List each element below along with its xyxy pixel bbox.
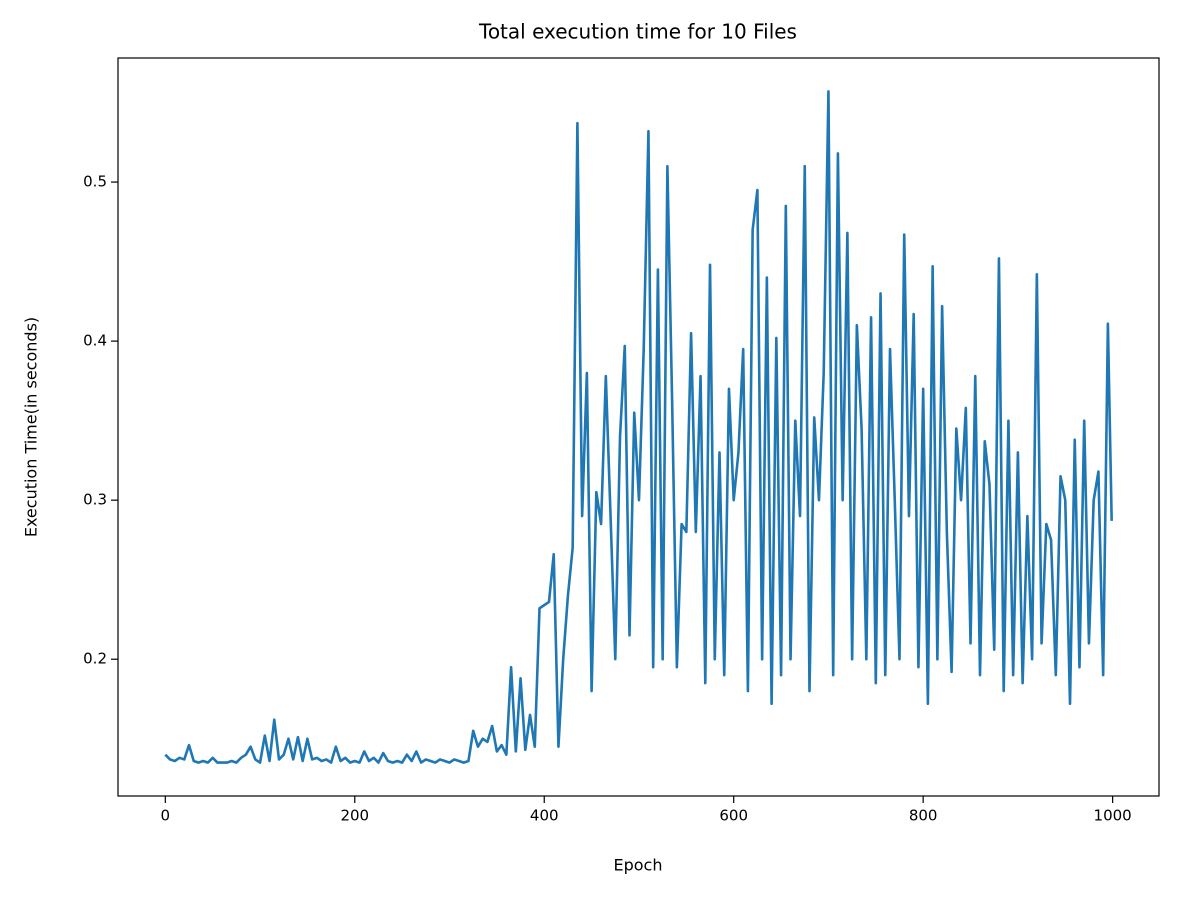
- data-line: [164, 90, 1113, 764]
- plot-frame: [117, 57, 1160, 797]
- y-axis-label: Execution Time(in seconds): [22, 317, 41, 537]
- x-tick-label: 800: [909, 807, 938, 825]
- x-tick-label: 0: [161, 807, 171, 825]
- y-tick-label: 0.4: [83, 332, 107, 350]
- x-tick-label: 400: [530, 807, 559, 825]
- x-tick-label: 600: [719, 807, 748, 825]
- x-tick-label: 1000: [1094, 807, 1132, 825]
- chart-title: Total execution time for 10 Files: [478, 20, 797, 44]
- y-tick-label: 0.5: [83, 173, 107, 191]
- y-tick-label: 0.3: [83, 491, 107, 509]
- x-tick-label: 200: [340, 807, 369, 825]
- y-tick-label: 0.2: [83, 650, 107, 668]
- x-axis-label: Epoch: [614, 856, 663, 875]
